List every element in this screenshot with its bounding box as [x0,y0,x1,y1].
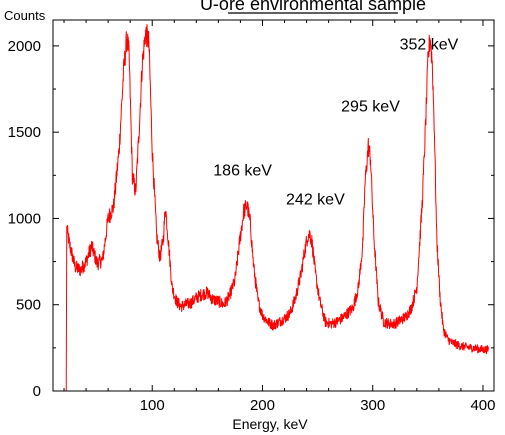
y-tick-label: 1000 [8,210,41,227]
x-tick-label: 400 [470,397,495,414]
x-axis-label: Energy, keV [232,416,308,432]
y-tick-label: 0 [33,383,41,400]
peak-label: 186 keV [213,162,272,179]
plot-frame [52,19,495,392]
series-layer [52,24,489,392]
x-tick-label: 200 [250,397,275,414]
x-tick-label: 100 [140,397,165,414]
peak-label: 352 keV [400,36,459,53]
y-tick-label: 2000 [8,38,41,55]
y-axis-label: Counts [4,8,46,23]
peak-label: 295 keV [341,98,400,115]
peak-label: 242 keV [286,192,345,209]
annotation-layer: 352 keV 295 keV 186 keV 242 keV [213,36,458,208]
y-tick-label: 500 [16,297,41,314]
x-tick-label: 300 [360,397,385,414]
chart-title: U-ore environmental sample [200,0,426,14]
y-tick-label: 1500 [8,124,41,141]
spectrum-line [52,24,489,392]
ticks-layer: 100 200 300 400 0 500 1000 1500 2000 [8,20,495,414]
